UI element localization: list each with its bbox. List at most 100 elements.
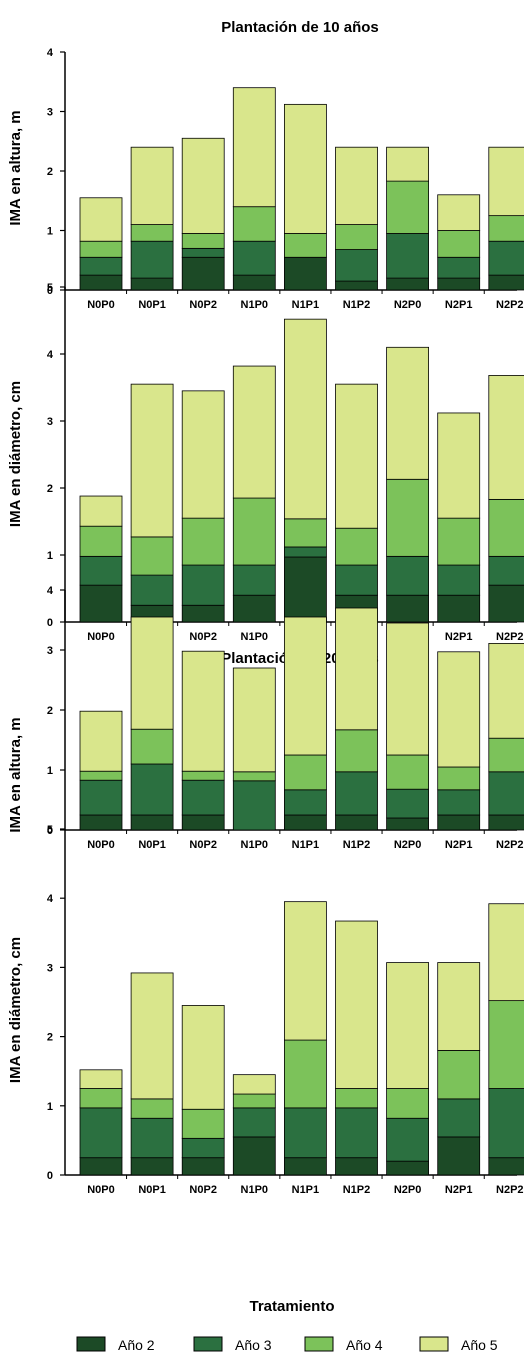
y-tick-label: 2 [47,166,53,178]
bar-segment-n2p2-ano-5 [488,375,524,500]
bar-segment-n1p1-ano-5 [283,901,327,1041]
bar-segment-n0p0-ano-4 [79,240,123,258]
x-axis-label: Tratamiento [249,1298,334,1315]
bar-segment-n0p1-ano-3 [130,240,174,279]
bar-segment-n0p0-ano-2 [79,274,123,291]
x-tick-label-n0p1: N0P1 [138,1184,166,1196]
bar-segment-n2p2-ano-5 [488,146,524,217]
bar-segment-n2p0-ano-5 [386,962,430,1089]
bar-segment-n2p0-ano-4 [386,180,430,234]
bar-segment-n0p2-ano-5 [181,1005,225,1110]
bar-segment-n1p0-ano-3 [232,240,276,276]
bar-segment-n0p2-ano-3 [181,779,225,816]
bar-segment-n2p1-ano-4 [437,230,481,258]
bar-segment-n0p1-ano-2 [130,277,174,291]
bar-segment-n1p0-ano-4 [232,771,276,782]
x-tick-label-n1p0: N1P0 [241,839,269,851]
bar-segment-n1p2-ano-3 [335,564,378,596]
bar-segment-n2p1-ano-4 [437,1050,481,1100]
bar-segment-n2p0-ano-2 [386,594,430,623]
bar-segment-n1p2-ano-2 [335,1157,378,1176]
bar-segment-n0p1-ano-5 [130,383,174,538]
bar-segment-n2p1-ano-3 [437,256,481,279]
bar-segment-n2p0-ano-4 [386,478,430,557]
bar-segment-n0p2-ano-3 [181,564,225,606]
x-tick-label-n0p1: N0P1 [138,839,166,851]
legend-swatch-ano-2 [76,1336,106,1352]
bar-segment-n1p1-ano-4 [283,518,327,548]
bar-segment-n0p2-ano-5 [181,137,225,234]
x-tick-label-n0p1: N0P1 [138,299,166,311]
bar-segment-n2p2-ano-2 [488,274,524,291]
bar-segment-n1p1-ano-2 [283,556,327,623]
bar-segment-n1p0-ano-5 [232,1074,276,1095]
bar-segment-n1p2-ano-3 [335,771,378,816]
bar-segment-n0p1-ano-4 [130,1098,174,1119]
x-tick-label-n2p1: N2P1 [445,1184,473,1196]
y-tick-label: 2 [47,483,53,495]
chart-panel-3: 0 1 2 3 4 N0P0 N0P1 N0P2 N1P0 N1P1 N1P2 N2P0 N2P1 N2P… [47,585,524,851]
bar-segment-n1p1-ano-3 [283,546,327,558]
y-tick-label: 4 [47,585,54,597]
panel-title-1: Plantación de 10 años [221,19,379,36]
bar-segment-n2p2-ano-5 [488,903,524,1002]
bar-segment-n1p2-ano-4 [335,1088,378,1109]
bar-segment-n2p2-ano-4 [488,1000,524,1089]
x-tick-label-n2p1: N2P1 [445,839,473,851]
bar-segment-n2p2-ano-4 [488,737,524,773]
x-tick-label-n1p0: N1P0 [241,1184,269,1196]
x-tick-label-n2p2: N2P2 [496,1184,524,1196]
bar-segment-n1p0-ano-2 [232,1136,276,1176]
x-tick-label-n2p1: N2P1 [445,631,473,643]
bar-segment-n0p0-ano-2 [79,1157,123,1176]
legend-swatch-ano-4 [304,1336,334,1352]
bar-segment-n1p1-ano-5 [283,616,327,756]
bar-segment-n2p1-ano-4 [437,517,481,566]
y-tick-label: 3 [47,962,53,974]
y-tick-label: 3 [47,107,53,119]
y-tick-label: 5 [47,824,53,836]
bar-segment-n2p1-ano-2 [437,814,481,831]
y-tick-label: 5 [47,282,53,294]
bar-segment-n0p1-ano-2 [130,1157,174,1176]
x-tick-label-n1p2: N1P2 [343,299,371,311]
bar-segment-n1p1-ano-2 [283,256,327,291]
y-tick-label: 4 [47,893,54,905]
legend-swatch-ano-3 [193,1336,223,1352]
bar-segment-n0p0-ano-4 [79,1088,123,1109]
bar-segment-n2p1-ano-2 [437,1136,481,1176]
bar-segment-n2p0-ano-5 [386,146,430,182]
bar-segment-n1p0-ano-4 [232,206,276,242]
bar-segment-n1p1-ano-3 [283,789,327,816]
bar-segment-n0p2-ano-2 [181,1157,225,1176]
bar-segment-n2p0-ano-5 [386,346,430,480]
bar-segment-n0p0-ano-4 [79,770,123,781]
bar-segment-n2p2-ano-4 [488,215,524,242]
bar-segment-n0p1-ano-3 [130,763,174,816]
bar-segment-n0p1-ano-5 [130,146,174,225]
bar-segment-n0p2-ano-2 [181,604,225,623]
bar-segment-n0p1-ano-4 [130,728,174,765]
bar-segment-n2p0-ano-5 [386,622,430,756]
x-tick-label-n1p2: N1P2 [343,1184,371,1196]
bar-segment-n1p2-ano-4 [335,729,378,773]
x-tick-label-n0p0: N0P0 [87,631,115,643]
y-tick-label: 0 [47,285,53,297]
bar-segment-n0p2-ano-2 [181,814,225,831]
bar-segment-n1p2-ano-3 [335,249,378,282]
bar-segment-n0p1-ano-3 [130,574,174,606]
bar-segment-n0p0-ano-3 [79,779,123,816]
bar-segment-n1p2-ano-5 [335,146,378,225]
bar-segment-n0p1-ano-4 [130,536,174,576]
legend-label-ano-3: Año 3 [235,1337,272,1353]
x-tick-label-n2p2: N2P2 [496,839,524,851]
bar-segment-n1p0-ano-2 [232,594,276,623]
bar-segment-n0p0-ano-3 [79,256,123,276]
x-tick-label-n0p2: N0P2 [189,631,217,643]
bar-segment-n2p2-ano-2 [488,584,524,623]
bar-segment-n1p0-ano-3 [232,1107,276,1138]
y-tick-label: 0 [47,1170,53,1182]
bar-segment-n0p2-ano-2 [181,256,225,291]
bar-segment-n0p2-ano-5 [181,650,225,772]
x-tick-label-n2p1: N2P1 [445,299,473,311]
